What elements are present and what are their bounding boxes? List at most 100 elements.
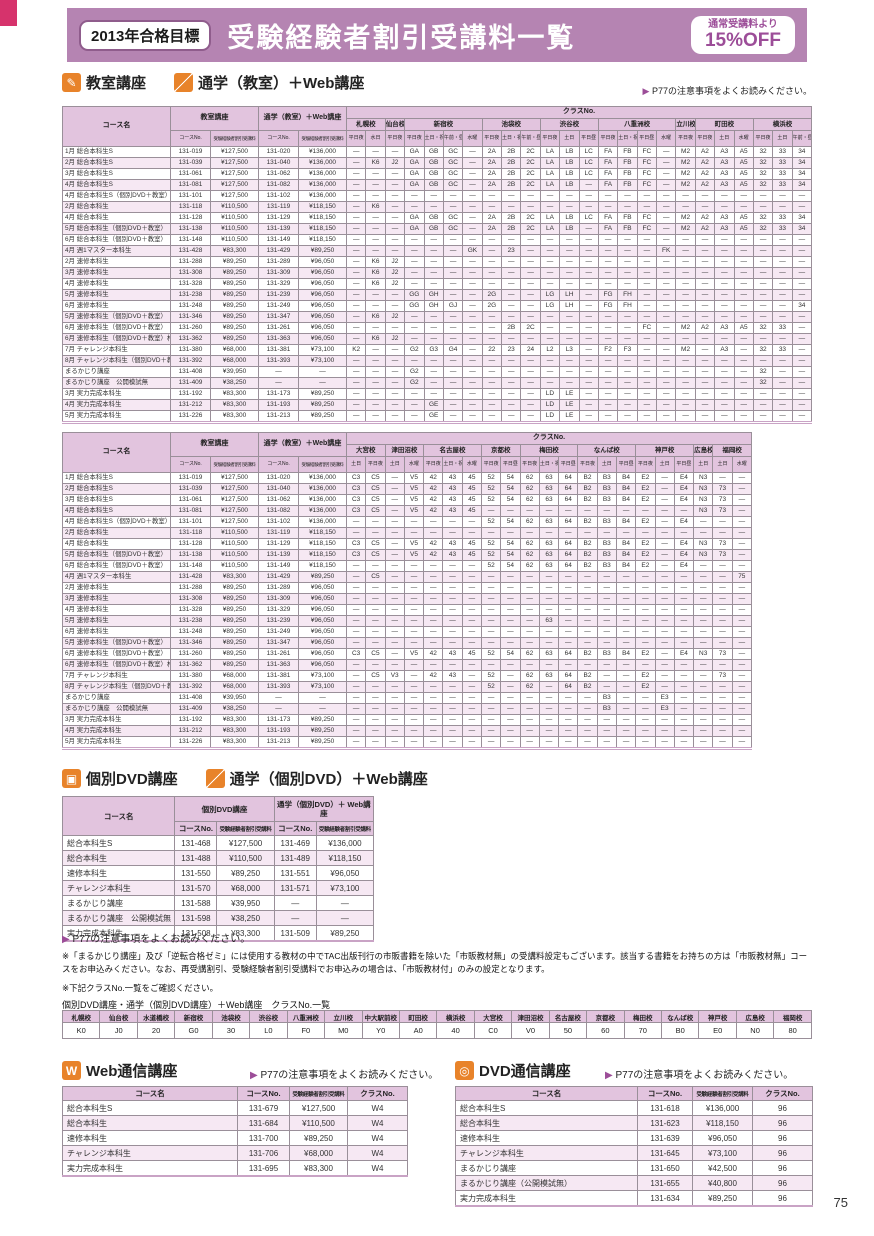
- class-no-cell: ―: [772, 201, 793, 213]
- class-no-cell: ―: [345, 604, 367, 616]
- class-no-cell: ―: [520, 388, 541, 400]
- class-no-cell: ―: [693, 714, 714, 726]
- class-no-cell: ―: [635, 527, 656, 539]
- class-no-cell: C5: [365, 571, 386, 583]
- course-name-cell: まるかじり講座: [61, 895, 176, 911]
- class-no-cell: E2: [635, 560, 656, 572]
- class-no-cell: ―: [731, 483, 753, 495]
- class-no-cell: ―: [654, 582, 675, 594]
- class-no-cell: ―: [365, 703, 386, 715]
- class-no-cell: B2: [577, 681, 598, 693]
- class-no-cell: ―: [617, 410, 638, 423]
- class-no-cell: ―: [345, 399, 367, 411]
- price-cell: ¥89,250: [210, 300, 259, 312]
- class-no-cell: ―: [615, 670, 637, 682]
- class-no-cell: ―: [500, 670, 521, 682]
- class-no-cell: LH: [559, 289, 580, 301]
- class-no-cell: ―: [403, 703, 425, 715]
- class-no-cell: ―: [519, 659, 540, 671]
- class-no-cell: ―: [519, 527, 540, 539]
- class-no-cell: ―: [752, 289, 774, 301]
- timeslot-header: 土日・祝: [423, 130, 444, 147]
- course-no-cell: 131-428: [170, 571, 211, 583]
- class-no-cell: W4: [347, 1115, 408, 1131]
- class-no-cell: ―: [500, 289, 522, 301]
- class-no-cell: B2: [577, 648, 598, 660]
- class-no-cell: ―: [520, 300, 541, 312]
- class-no-cell: ―: [752, 355, 774, 367]
- class-no-cell: ―: [772, 388, 793, 400]
- class-no-cell: ―: [384, 179, 406, 191]
- class-no-cell: FA: [597, 179, 619, 191]
- course-no-cell: ―: [273, 910, 317, 926]
- class-no-cell: ―: [365, 615, 386, 627]
- price-cell: ¥83,300: [210, 736, 259, 749]
- class-no-cell: ―: [617, 234, 638, 246]
- price-cell: ¥39,950: [210, 692, 259, 704]
- table-row: 4月 週1マスター本科生 131-428 ¥83,300 131-429 ¥89,250…: [62, 571, 753, 583]
- class-no-cell: LD: [539, 399, 561, 411]
- price-header: 受験経験者割引受講料: [315, 821, 375, 836]
- table-row: 3月 速修本科生 131-308 ¥89,250 131-309 ¥96,050 ― K6 J…: [62, 267, 813, 279]
- course-name-cell: 4月 総合本科生S（個別DVD＋教室）: [62, 190, 171, 202]
- course-no-cell: 131-468: [174, 835, 218, 851]
- class-no-cell: ―: [596, 527, 617, 539]
- class-no-cell: 54: [500, 560, 521, 572]
- class-no-cell: ―: [694, 333, 716, 345]
- section-web-tsushin-label: Web通信講座: [86, 1063, 178, 1080]
- course-no-cell: 131-347: [258, 637, 299, 649]
- course-no-cell: 131-381: [258, 670, 299, 682]
- class-no-cell: ―: [519, 725, 540, 737]
- class-no-cell: V3: [384, 670, 405, 682]
- class-no-cell: 43: [442, 505, 463, 517]
- class-no-cell: ―: [731, 648, 753, 660]
- course-name-cell: 総合本科生S: [455, 1100, 638, 1116]
- class-no-cell: ―: [694, 410, 716, 423]
- class-no-cell: ―: [500, 615, 521, 627]
- timeslot-header: 午前・昼: [520, 130, 541, 147]
- class-no-cell: 96: [752, 1145, 813, 1161]
- class-no-cell: ―: [403, 615, 425, 627]
- class-no-cell: ―: [423, 527, 444, 539]
- class-no-cell: 2C: [520, 212, 541, 224]
- class-no-cell: B3: [596, 494, 617, 506]
- class-no-cell: ―: [539, 234, 561, 246]
- class-no-cell: ―: [500, 234, 522, 246]
- class-no-cell: ―: [635, 604, 656, 616]
- timeslot-header: 平日夜: [423, 456, 444, 473]
- course-name-cell: 7月 チャレンジ本科生: [62, 344, 171, 356]
- price-cell: ¥136,000: [298, 190, 347, 202]
- p77-note-dvd-text: P77の注意事項をよくお読みください。: [615, 1070, 794, 1081]
- class-no-cell: ―: [752, 201, 774, 213]
- class-no-cell: ―: [519, 703, 540, 715]
- class-no-cell: 52: [480, 494, 502, 506]
- class-no-cell: ―: [423, 725, 444, 737]
- course-name-cell: 6月 速修本科生: [62, 300, 171, 312]
- class-no-cell: ―: [559, 201, 580, 213]
- class-no-cell: ―: [500, 267, 522, 279]
- course-name-cell: 4月 速修本科生: [62, 604, 171, 616]
- course-no-cell: 131-328: [170, 604, 211, 616]
- class-no-cell: LB: [559, 179, 580, 191]
- class-no-cell: ―: [365, 234, 386, 246]
- class-no-cell: ―: [597, 399, 619, 411]
- course-no-cell: 131-260: [170, 322, 211, 334]
- class-no-cell: ―: [654, 637, 675, 649]
- p77-note-top: ▶ P77の注意事項をよくお読みください。: [643, 84, 812, 97]
- p77-note-middle-text: P77の注意事項をよくお読みください。: [72, 934, 251, 945]
- class-no-cell: LE: [559, 388, 580, 400]
- course-no-cell: 131-408: [170, 366, 211, 378]
- class-no-cell: ―: [539, 256, 561, 268]
- timeslot-header: 平日昼: [615, 456, 637, 473]
- price-cell: ¥118,150: [692, 1115, 753, 1131]
- course-name-cell: 総合本科生: [61, 850, 176, 866]
- class-no-cell: ―: [423, 736, 444, 749]
- class-no-cell: ―: [423, 256, 444, 268]
- course-no-cell: 131-149: [258, 234, 299, 246]
- course-no-cell: 131-489: [273, 850, 317, 866]
- class-no-cell: ―: [731, 714, 753, 726]
- class-no-cell: ―: [461, 714, 482, 726]
- price-cell: ¥68,000: [289, 1145, 348, 1161]
- course-no-cell: 131-309: [258, 593, 299, 605]
- class-no-cell: ―: [500, 311, 522, 323]
